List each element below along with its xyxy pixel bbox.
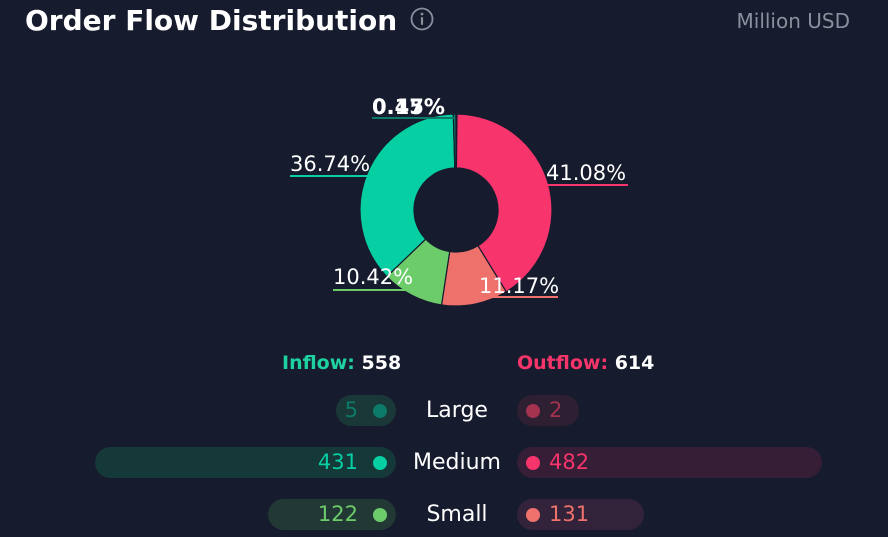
row-label-small: Small <box>426 502 488 527</box>
outflow-medium-bar: 482 <box>517 447 822 478</box>
data-label-outflow-medium: 41.08% <box>546 161 626 185</box>
inflow-total-label: Inflow: <box>282 352 355 374</box>
outflow-medium-dot <box>526 455 540 470</box>
inflow-small-bar: 122 <box>268 499 396 530</box>
inflow-small-dot <box>373 507 387 522</box>
row-label-medium: Medium <box>413 450 501 475</box>
data-label-inflow-medium: 36.74% <box>290 152 370 176</box>
inflow-medium-value: 431 <box>317 450 358 474</box>
outflow-total-label: Outflow: <box>517 352 609 374</box>
unit-label: Million USD <box>736 9 851 33</box>
inflow-total-value: 558 <box>361 352 402 374</box>
outflow-large-value: 2 <box>549 398 563 422</box>
inflow-large-value: 5 <box>344 398 358 422</box>
outflow-small-bar: 131 <box>517 499 644 530</box>
data-label-inflow-large: 0.45% <box>372 95 445 119</box>
outflow-large-bar: 2 <box>517 395 579 426</box>
data-label-inflow-small: 10.42% <box>333 265 413 289</box>
inflow-medium-bar: 431 <box>95 447 396 478</box>
page-title: Order Flow Distribution <box>25 4 398 37</box>
outflow-large-dot <box>526 403 540 418</box>
inflow-small-value: 122 <box>317 502 358 526</box>
inflow-large-dot <box>373 403 387 418</box>
data-label-outflow-small: 11.17% <box>479 274 559 298</box>
donut-slice-outflow-medium[interactable] <box>455 113 553 293</box>
inflow-large-bar: 5 <box>336 395 396 426</box>
row-label-large: Large <box>426 398 488 423</box>
data-label-outflow-large: 0.17% <box>372 95 445 119</box>
outflow-total-value: 614 <box>614 352 655 374</box>
inflow-medium-dot <box>373 455 387 470</box>
donut-slice-inflow-large[interactable] <box>452 113 457 169</box>
outflow-medium-value: 482 <box>549 450 590 474</box>
outflow-small-value: 131 <box>549 502 590 526</box>
donut-chart: 0.17% 41.08% 11.17% 10.42% 36.74% 0.45% <box>290 95 628 307</box>
outflow-total: Outflow: 614 <box>517 350 654 376</box>
outflow-small-dot <box>526 507 540 522</box>
inflow-total: Inflow: 558 <box>282 350 401 376</box>
info-icon[interactable] <box>410 7 434 31</box>
